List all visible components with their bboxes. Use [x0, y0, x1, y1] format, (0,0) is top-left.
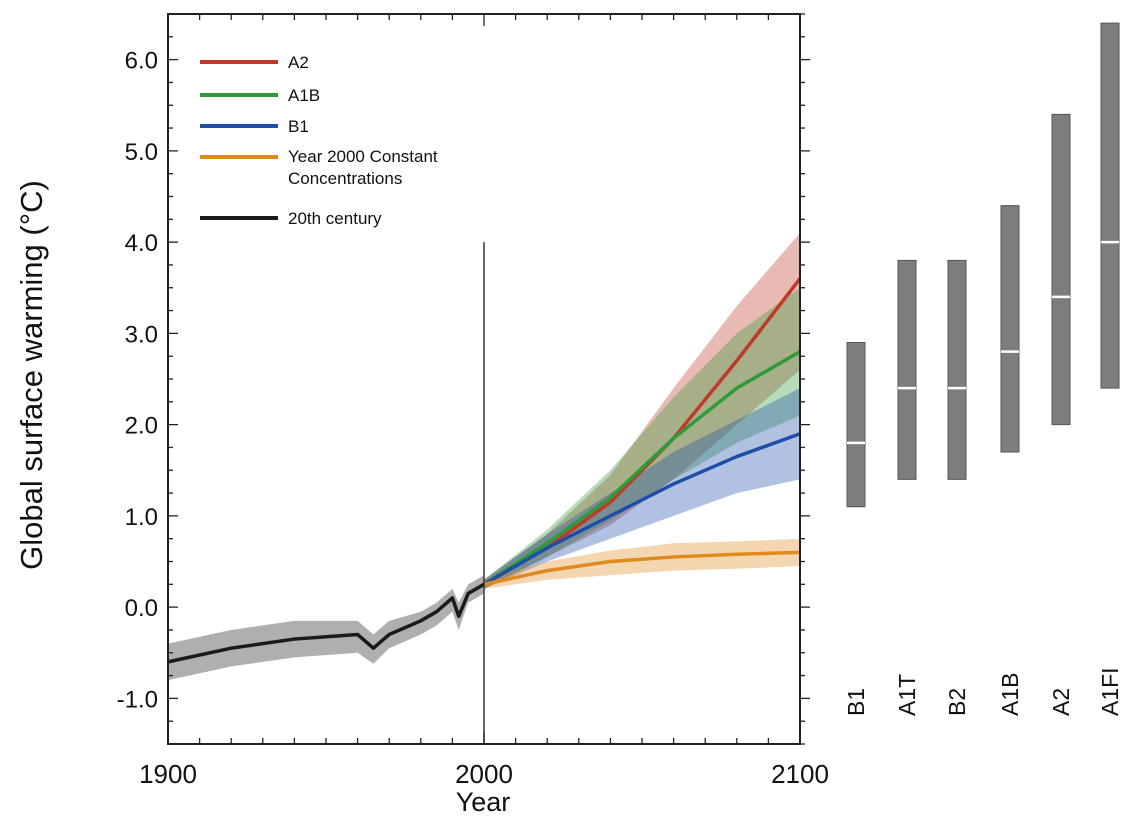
series-line-2 — [483, 432, 801, 586]
series-line-4 — [167, 582, 485, 664]
series-band-1 — [484, 287, 800, 589]
x-tick-label: 1900 — [139, 759, 197, 789]
series-line-3 — [483, 550, 801, 587]
y-tick-label: 3.0 — [125, 321, 158, 348]
range-bar-label-B2: B2 — [944, 688, 970, 716]
x-axis-label: Year — [456, 787, 511, 817]
range-bar-label-A1B: A1B — [997, 673, 1023, 716]
range-bar-label-A1T: A1T — [894, 674, 920, 716]
plot-area — [167, 233, 802, 681]
range-bar-A1T — [897, 259, 917, 480]
range-bar-B2 — [947, 259, 967, 480]
legend-label-0: A2 — [288, 53, 309, 72]
series-line-1 — [483, 350, 801, 586]
range-bar-A2 — [1051, 113, 1071, 426]
y-tick-label: 5.0 — [125, 139, 158, 166]
y-tick-label: 6.0 — [125, 48, 158, 75]
y-tick-label: 0.0 — [125, 595, 158, 622]
y-tick-label: 4.0 — [125, 230, 158, 257]
x-tick-label: 2100 — [771, 759, 829, 789]
range-bars: B1 A1T B2 A1B A2 A1FI — [843, 22, 1123, 716]
range-bar-label-B1: B1 — [843, 688, 869, 716]
range-bar-label-A1FI: A1FI — [1097, 667, 1123, 716]
legend: A2 A1B B1 Year 2000 Constant Concentrations 2… — [200, 53, 438, 228]
y-tick-label: 2.0 — [125, 413, 158, 440]
series-band-0 — [484, 233, 800, 589]
legend-label-line-2: Concentrations — [288, 169, 402, 188]
legend-label-line-1: Year 2000 Constant — [288, 147, 438, 166]
series-band-3 — [484, 538, 800, 589]
legend-label-1: A1B — [288, 86, 320, 105]
legend-label-2: B1 — [288, 117, 309, 136]
range-bar-A1FI — [1100, 22, 1120, 389]
series-band-4 — [168, 575, 484, 681]
y-axis-label: Global surface warming (°C) — [14, 180, 49, 570]
y-tick-label: -1.0 — [117, 686, 158, 713]
range-bar-label-A2: A2 — [1048, 688, 1074, 716]
legend-label-3: Year 2000 Constant Concentrations — [288, 147, 438, 188]
axes: -1.0 0.0 1.0 2.0 3.0 4.0 5.0 6.0 1900 2000 2100 — [117, 13, 829, 789]
legend-label-4: 20th century — [288, 209, 382, 228]
y-tick-label: 1.0 — [125, 504, 158, 531]
range-bar-A1B — [1000, 205, 1020, 453]
x-tick-label: 2000 — [455, 759, 513, 789]
range-bar-B1 — [846, 342, 866, 508]
